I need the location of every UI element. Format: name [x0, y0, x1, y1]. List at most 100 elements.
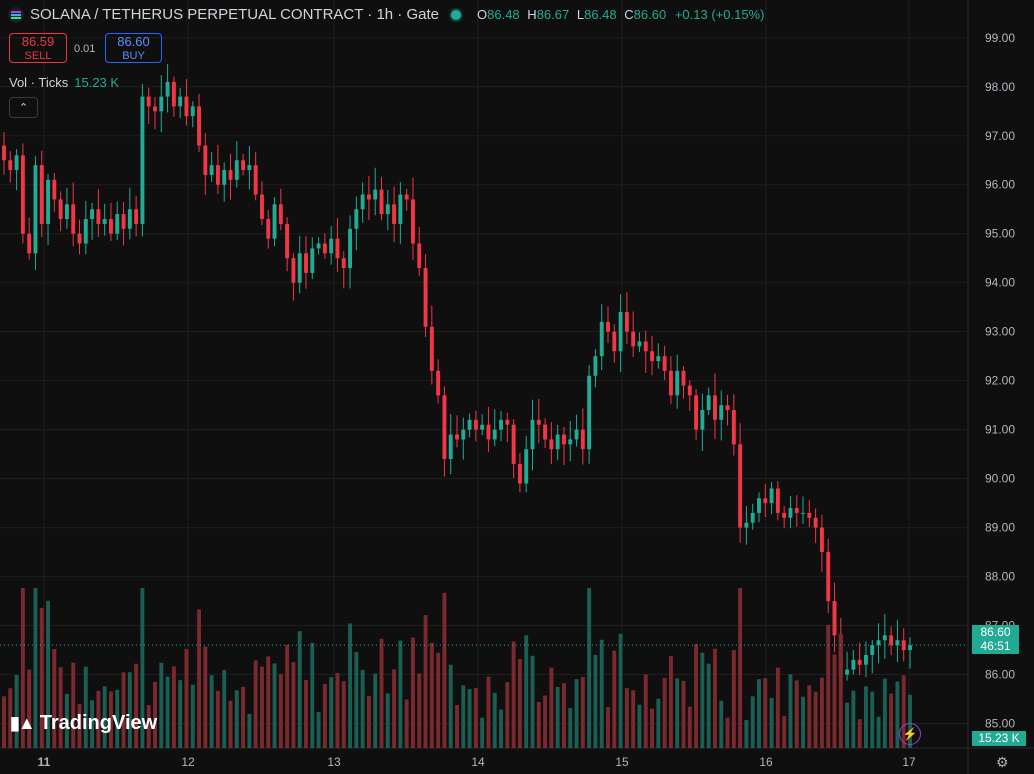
- volume-bar: [134, 663, 139, 748]
- candle-body: [819, 527, 824, 553]
- candle-body: [398, 194, 403, 224]
- candle-body: [335, 238, 340, 259]
- buy-button[interactable]: 86.60 BUY: [105, 33, 162, 63]
- buy-label: BUY: [122, 50, 145, 62]
- volume-bar: [171, 666, 176, 748]
- candle-body: [102, 219, 107, 224]
- candle-body: [310, 248, 315, 273]
- volume-bar: [2, 696, 6, 748]
- candle-body: [404, 194, 409, 200]
- ohlc-value: 86.60: [633, 7, 667, 22]
- volume-bar: [788, 674, 793, 748]
- candle-body: [203, 145, 208, 175]
- candle-body: [511, 424, 516, 464]
- volume-bar: [203, 646, 208, 748]
- candle-body: [580, 429, 585, 450]
- candle-body: [190, 106, 195, 117]
- volume-bar: [46, 600, 50, 748]
- time-tick-label: 15: [615, 755, 629, 769]
- volume-bar: [857, 719, 862, 748]
- volume-bar: [624, 688, 629, 748]
- candle-body: [379, 189, 384, 215]
- candle-body: [71, 204, 76, 234]
- collapse-button[interactable]: ⌃: [9, 97, 38, 118]
- candle-body: [694, 395, 699, 430]
- lightning-icon[interactable]: ⚡: [899, 723, 921, 745]
- candle-body: [411, 199, 415, 244]
- candle-body: [492, 429, 497, 440]
- price-tick-label: 94.00: [985, 276, 1015, 290]
- volume-bar: [876, 716, 881, 748]
- price-tick-label: 90.00: [985, 472, 1015, 486]
- candle-body: [467, 419, 472, 430]
- volume-bar: [763, 678, 768, 748]
- candle-body: [845, 669, 850, 675]
- volume-label: Vol · Ticks: [9, 75, 69, 90]
- candle-body: [643, 341, 648, 352]
- candle-body: [209, 165, 214, 175]
- candle-body: [134, 209, 139, 224]
- settings-gear-icon[interactable]: ⚙: [996, 754, 1009, 770]
- time-tick-label: 14: [471, 755, 485, 769]
- volume-bar: [517, 659, 522, 748]
- candle-body: [385, 204, 390, 215]
- spread-value: 0.01: [74, 43, 96, 55]
- candle-body: [215, 165, 220, 185]
- volume-bar: [52, 648, 57, 748]
- candle-body: [536, 419, 541, 425]
- volume-bar: [738, 588, 743, 748]
- volume-bar: [436, 652, 441, 748]
- price-tick-label: 92.00: [985, 374, 1015, 388]
- volume-bar: [14, 674, 19, 748]
- volume-bar: [713, 648, 717, 748]
- time-tick-label: 11: [38, 755, 51, 769]
- ohlc-value: 86.48: [584, 7, 617, 22]
- candle-body: [2, 145, 6, 161]
- candle-body: [316, 243, 321, 249]
- price-tick-label: 97.00: [985, 129, 1015, 143]
- candle-body: [687, 385, 692, 396]
- candle-body: [159, 96, 164, 112]
- volume-bar: [209, 675, 214, 748]
- candle-body: [668, 370, 673, 396]
- volume-legend[interactable]: Vol · Ticks 15.23 K: [9, 75, 119, 90]
- candle-body: [109, 219, 113, 234]
- candle-body: [373, 189, 378, 200]
- volume-bar: [310, 642, 315, 748]
- volume-bar: [864, 686, 868, 748]
- volume-bar: [599, 639, 604, 748]
- candle-body: [354, 209, 359, 229]
- volume-bar: [656, 698, 661, 748]
- volume-bar: [461, 685, 466, 748]
- candle-body: [253, 165, 258, 195]
- candle-body: [436, 370, 441, 396]
- candle-body: [8, 160, 13, 171]
- symbol-title[interactable]: SOLANA / TETHERUS PERPETUAL CONTRACT · 1…: [30, 6, 439, 23]
- volume-bar: [360, 669, 365, 748]
- volume-bar: [127, 672, 132, 748]
- candle-body: [46, 179, 50, 224]
- volume-bar: [83, 666, 88, 748]
- volume-bar: [102, 686, 107, 748]
- ohlc-key: L: [576, 7, 585, 22]
- candle-body: [574, 429, 579, 440]
- candle-body: [39, 165, 44, 224]
- tradingview-logo-icon: ▮▲: [10, 713, 36, 733]
- candle-body: [801, 512, 805, 514]
- candle-body: [127, 209, 132, 229]
- volume-bar: [423, 615, 428, 748]
- volume-bar: [794, 680, 799, 748]
- candle-body: [473, 419, 478, 430]
- candle-body: [171, 81, 176, 107]
- volume-bar: [700, 652, 705, 748]
- candle-body: [650, 351, 654, 362]
- volume-bar: [555, 687, 560, 748]
- candle-body: [486, 424, 491, 440]
- market-status-icon: [449, 7, 463, 22]
- volume-bar: [750, 696, 755, 748]
- candle-body: [612, 331, 617, 352]
- sell-button[interactable]: 86.59 SELL: [9, 33, 67, 63]
- candle-body: [429, 326, 434, 371]
- volume-bar: [77, 704, 82, 748]
